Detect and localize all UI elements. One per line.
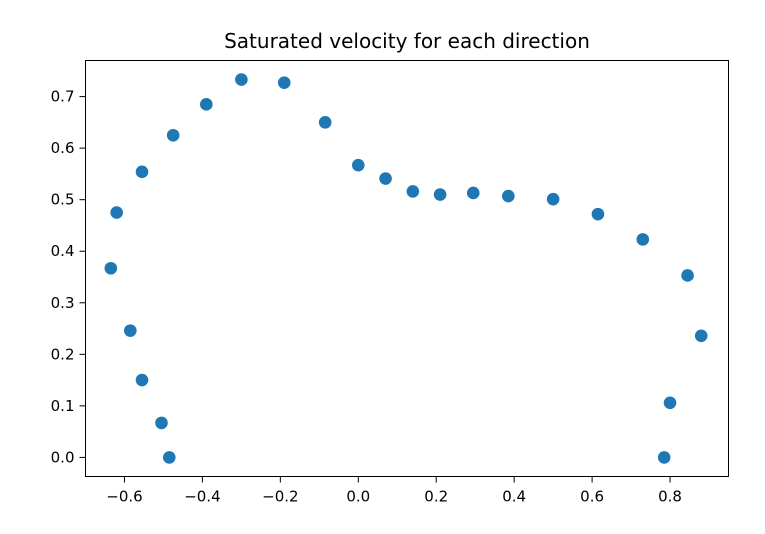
x-tick-label: 0.2 xyxy=(424,488,448,506)
x-tick-label: −0.6 xyxy=(106,488,142,506)
data-point xyxy=(636,233,650,246)
x-tick-label: 0.6 xyxy=(580,488,604,506)
data-point xyxy=(379,172,392,185)
data-point xyxy=(546,192,560,206)
data-point xyxy=(694,329,708,343)
data-point xyxy=(681,269,694,282)
y-tick-label: 0.2 xyxy=(51,345,75,363)
data-point xyxy=(318,116,332,129)
data-point xyxy=(162,451,176,464)
data-point xyxy=(277,76,291,89)
data-point xyxy=(235,73,248,86)
data-point xyxy=(124,324,137,337)
data-point xyxy=(200,98,213,111)
y-tick-label: 0.1 xyxy=(51,397,75,415)
x-tick-label: 0.8 xyxy=(658,488,682,506)
data-point xyxy=(406,185,420,198)
x-tick-label: 0.0 xyxy=(346,488,370,506)
y-tick-label: 0.4 xyxy=(51,242,75,260)
y-tick-label: 0.7 xyxy=(51,88,75,106)
data-point xyxy=(433,188,447,201)
chart-title: Saturated velocity for each direction xyxy=(224,29,590,53)
x-tick-label: 0.4 xyxy=(502,488,526,506)
y-tick-label: 0.6 xyxy=(51,139,75,157)
data-point xyxy=(502,189,515,203)
plot-area-frame xyxy=(85,60,729,477)
y-axis: 0.0 0.1 0.2 0.3 0.4 0.5 0.6 0.7 xyxy=(51,88,86,466)
x-tick-label: −0.2 xyxy=(262,488,298,506)
data-point xyxy=(166,128,180,142)
data-point xyxy=(591,207,605,221)
data-point xyxy=(155,416,168,430)
data-points xyxy=(104,73,708,464)
data-point xyxy=(110,206,123,219)
data-point xyxy=(135,373,149,387)
y-tick-label: 0.5 xyxy=(51,191,75,209)
x-tick-label: −0.4 xyxy=(184,488,220,506)
data-point xyxy=(104,261,118,275)
y-tick-label: 0.0 xyxy=(51,448,75,466)
data-point xyxy=(351,158,365,172)
x-axis: −0.6 −0.4 −0.2 0.0 0.2 0.4 0.6 0.8 xyxy=(106,476,682,506)
data-point xyxy=(466,186,480,200)
y-tick-label: 0.3 xyxy=(51,294,75,312)
data-point xyxy=(657,451,671,464)
data-point xyxy=(135,165,149,179)
data-point xyxy=(663,396,677,410)
